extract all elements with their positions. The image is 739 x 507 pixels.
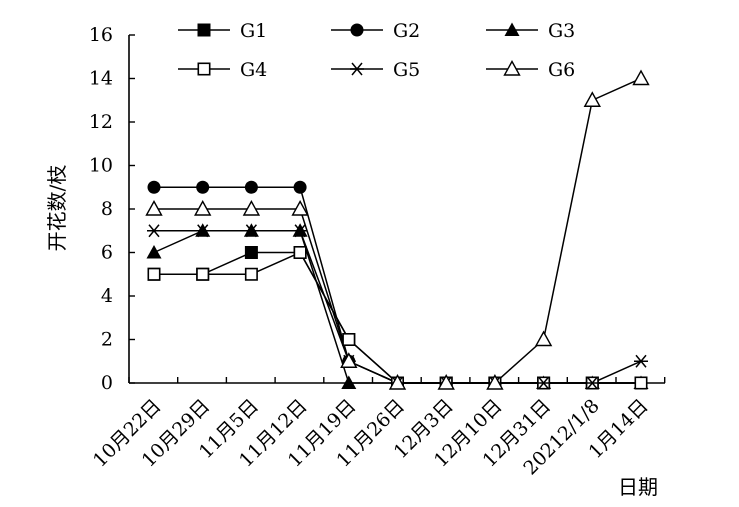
legend-item-g6: G6	[486, 59, 575, 81]
series-line-g3	[153, 230, 641, 384]
data-point-g5	[293, 224, 308, 238]
series-line-g1	[154, 251, 641, 384]
x-axis-title: 日期	[618, 475, 658, 499]
data-point-g6	[194, 200, 212, 216]
series-layer	[145, 69, 650, 390]
legend-label: G1	[240, 20, 267, 42]
legend: G1 G2 G3 G4 G5 G6	[178, 20, 575, 81]
data-point-g4	[634, 376, 648, 390]
y-tick-label: 6	[101, 242, 113, 264]
legend-label: G4	[240, 59, 267, 81]
legend-label: G2	[393, 20, 420, 42]
data-point-g6	[437, 374, 455, 390]
legend-item-g1: G1	[178, 20, 267, 42]
data-point-g4	[293, 246, 307, 260]
y-tick-label: 2	[101, 329, 113, 351]
legend-marker	[350, 62, 364, 76]
data-point-g6	[388, 374, 407, 390]
axes: 024681012141610月22日10月29日11月5日11月12日11月1…	[89, 24, 666, 479]
data-point-g6	[145, 200, 163, 216]
data-point-g6	[291, 200, 309, 216]
legend-marker	[503, 60, 521, 76]
series-line-g5	[154, 230, 642, 384]
data-point-g3	[341, 375, 357, 389]
y-tick-label: 16	[89, 24, 113, 46]
legend-marker	[350, 23, 364, 37]
data-point-g2	[244, 180, 258, 194]
data-point-g4	[147, 267, 161, 281]
data-point-g6	[486, 374, 504, 390]
legend-label: G3	[548, 20, 575, 42]
y-axis-title: 开花数/枝	[45, 165, 69, 252]
y-tick-label: 10	[89, 155, 113, 177]
data-point-g5	[244, 224, 259, 238]
data-point-g4	[196, 267, 210, 281]
data-point-g5	[536, 376, 551, 390]
legend-item-g4: G4	[178, 59, 267, 81]
y-tick-label: 4	[101, 285, 113, 307]
data-point-g5	[195, 224, 210, 238]
data-point-g2	[293, 180, 307, 194]
data-point-g2	[196, 180, 210, 194]
data-point-g6	[242, 200, 261, 216]
legend-label: G5	[393, 59, 420, 81]
data-point-g5	[634, 354, 648, 368]
data-point-g3	[146, 245, 162, 259]
y-tick-label: 0	[101, 372, 113, 394]
legend-marker	[504, 22, 520, 36]
series-line-g4	[154, 251, 641, 384]
data-point-g4	[244, 267, 258, 281]
data-point-g1	[244, 246, 258, 259]
data-point-g5	[585, 376, 600, 390]
legend-item-g3: G3	[486, 20, 575, 42]
data-point-g4	[342, 332, 356, 346]
data-point-g6	[534, 330, 553, 347]
legend-item-g5: G5	[331, 59, 420, 81]
legend-label: G6	[548, 59, 575, 81]
y-tick-label: 12	[89, 111, 113, 133]
data-point-g6	[340, 352, 358, 368]
data-point-g2	[147, 180, 161, 194]
legend-marker	[197, 23, 211, 37]
data-point-g5	[147, 224, 161, 238]
data-point-g6	[583, 91, 601, 107]
legend-item-g2: G2	[331, 20, 420, 42]
y-tick-label: 14	[89, 68, 113, 90]
y-tick-label: 8	[101, 198, 113, 220]
legend-marker	[197, 62, 211, 76]
data-point-g6	[632, 69, 650, 86]
